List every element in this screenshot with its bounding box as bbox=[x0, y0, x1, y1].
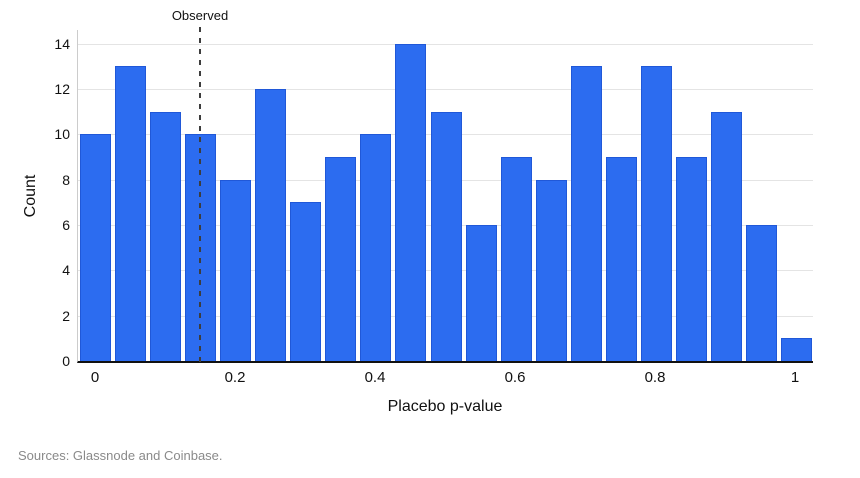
y-tick-label: 12 bbox=[54, 81, 70, 97]
gridline bbox=[78, 89, 813, 90]
observed-annotation-label: Observed bbox=[171, 8, 229, 23]
histogram-bar bbox=[115, 66, 146, 361]
histogram-bar bbox=[571, 66, 602, 361]
histogram-bar bbox=[431, 112, 462, 361]
histogram-bar bbox=[676, 157, 707, 361]
histogram-bar bbox=[746, 225, 777, 361]
observed-dashed-line bbox=[199, 27, 201, 363]
histogram-bar bbox=[606, 157, 637, 361]
histogram-bar bbox=[220, 180, 251, 361]
y-tick-label: 6 bbox=[62, 217, 70, 233]
histogram-bar bbox=[80, 134, 111, 361]
histogram-bar bbox=[466, 225, 497, 361]
histogram-bar bbox=[395, 44, 426, 361]
histogram-bar bbox=[290, 202, 321, 361]
y-tick-label: 2 bbox=[62, 308, 70, 324]
y-tick-label: 8 bbox=[62, 172, 70, 188]
x-tick-label: 0 bbox=[90, 369, 100, 386]
histogram-bar bbox=[641, 66, 672, 361]
histogram-bar bbox=[325, 157, 356, 361]
histogram-bar bbox=[711, 112, 742, 361]
histogram-bar bbox=[255, 89, 286, 361]
x-tick-label: 1 bbox=[790, 369, 800, 386]
histogram-bar bbox=[360, 134, 391, 361]
histogram-bar bbox=[781, 338, 812, 361]
y-tick-label: 0 bbox=[62, 353, 70, 369]
histogram-bar bbox=[150, 112, 181, 361]
source-note: Sources: Glassnode and Coinbase. bbox=[18, 448, 223, 463]
plot-area bbox=[77, 30, 813, 363]
gridline bbox=[78, 44, 813, 45]
y-tick-label: 4 bbox=[62, 262, 70, 278]
x-tick-label: 0.4 bbox=[364, 369, 386, 386]
y-tick-label: 14 bbox=[54, 36, 70, 52]
y-tick-label: 10 bbox=[54, 126, 70, 142]
x-tick-label: 0.2 bbox=[224, 369, 246, 386]
x-axis-title: Placebo p-value bbox=[387, 398, 503, 415]
x-tick-label: 0.6 bbox=[504, 369, 526, 386]
histogram-bar bbox=[501, 157, 532, 361]
histogram-bar bbox=[536, 180, 567, 361]
x-tick-label: 0.8 bbox=[644, 369, 666, 386]
